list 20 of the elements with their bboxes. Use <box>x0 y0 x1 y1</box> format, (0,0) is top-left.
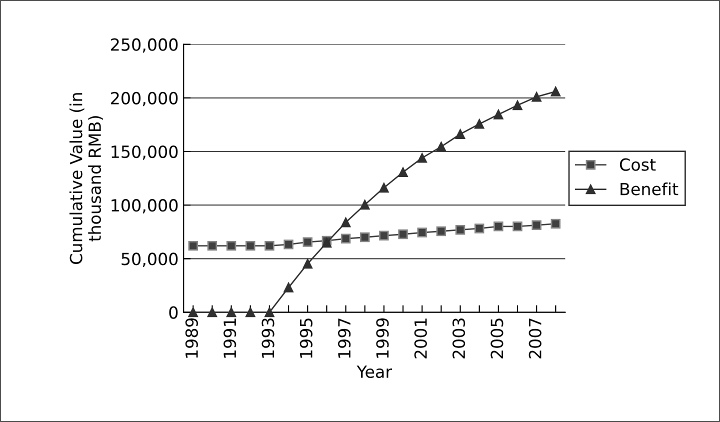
y-tick-label: 0 <box>169 306 178 319</box>
x-tick-label: 2003 <box>452 318 466 358</box>
legend-label: Cost <box>620 158 656 171</box>
x-axis-title: Year <box>356 366 392 378</box>
y-tick-label: 200,000 <box>111 92 178 106</box>
y-tick-label: 250,000 <box>111 38 178 53</box>
x-tick-label: 1999 <box>376 318 389 358</box>
x-tick-label: 1997 <box>338 318 351 358</box>
x-tick-label: 1995 <box>300 318 312 358</box>
y-axis-title: Cumulative Value (in thousand RMB) <box>69 93 103 264</box>
y-tick-label: 50,000 <box>122 252 178 267</box>
x-tick-label: 2005 <box>490 318 504 358</box>
x-tick-label: 1989 <box>185 318 198 358</box>
y-tick-label: 150,000 <box>112 145 178 160</box>
legend-label: Benefit <box>620 182 678 196</box>
x-tick-label: 2007 <box>528 318 542 358</box>
x-tick-label: 2001 <box>414 318 427 358</box>
x-tick-label: 1991 <box>224 318 236 358</box>
y-tick-label: 100,000 <box>112 199 178 214</box>
x-tick-label: 1993 <box>262 318 274 358</box>
